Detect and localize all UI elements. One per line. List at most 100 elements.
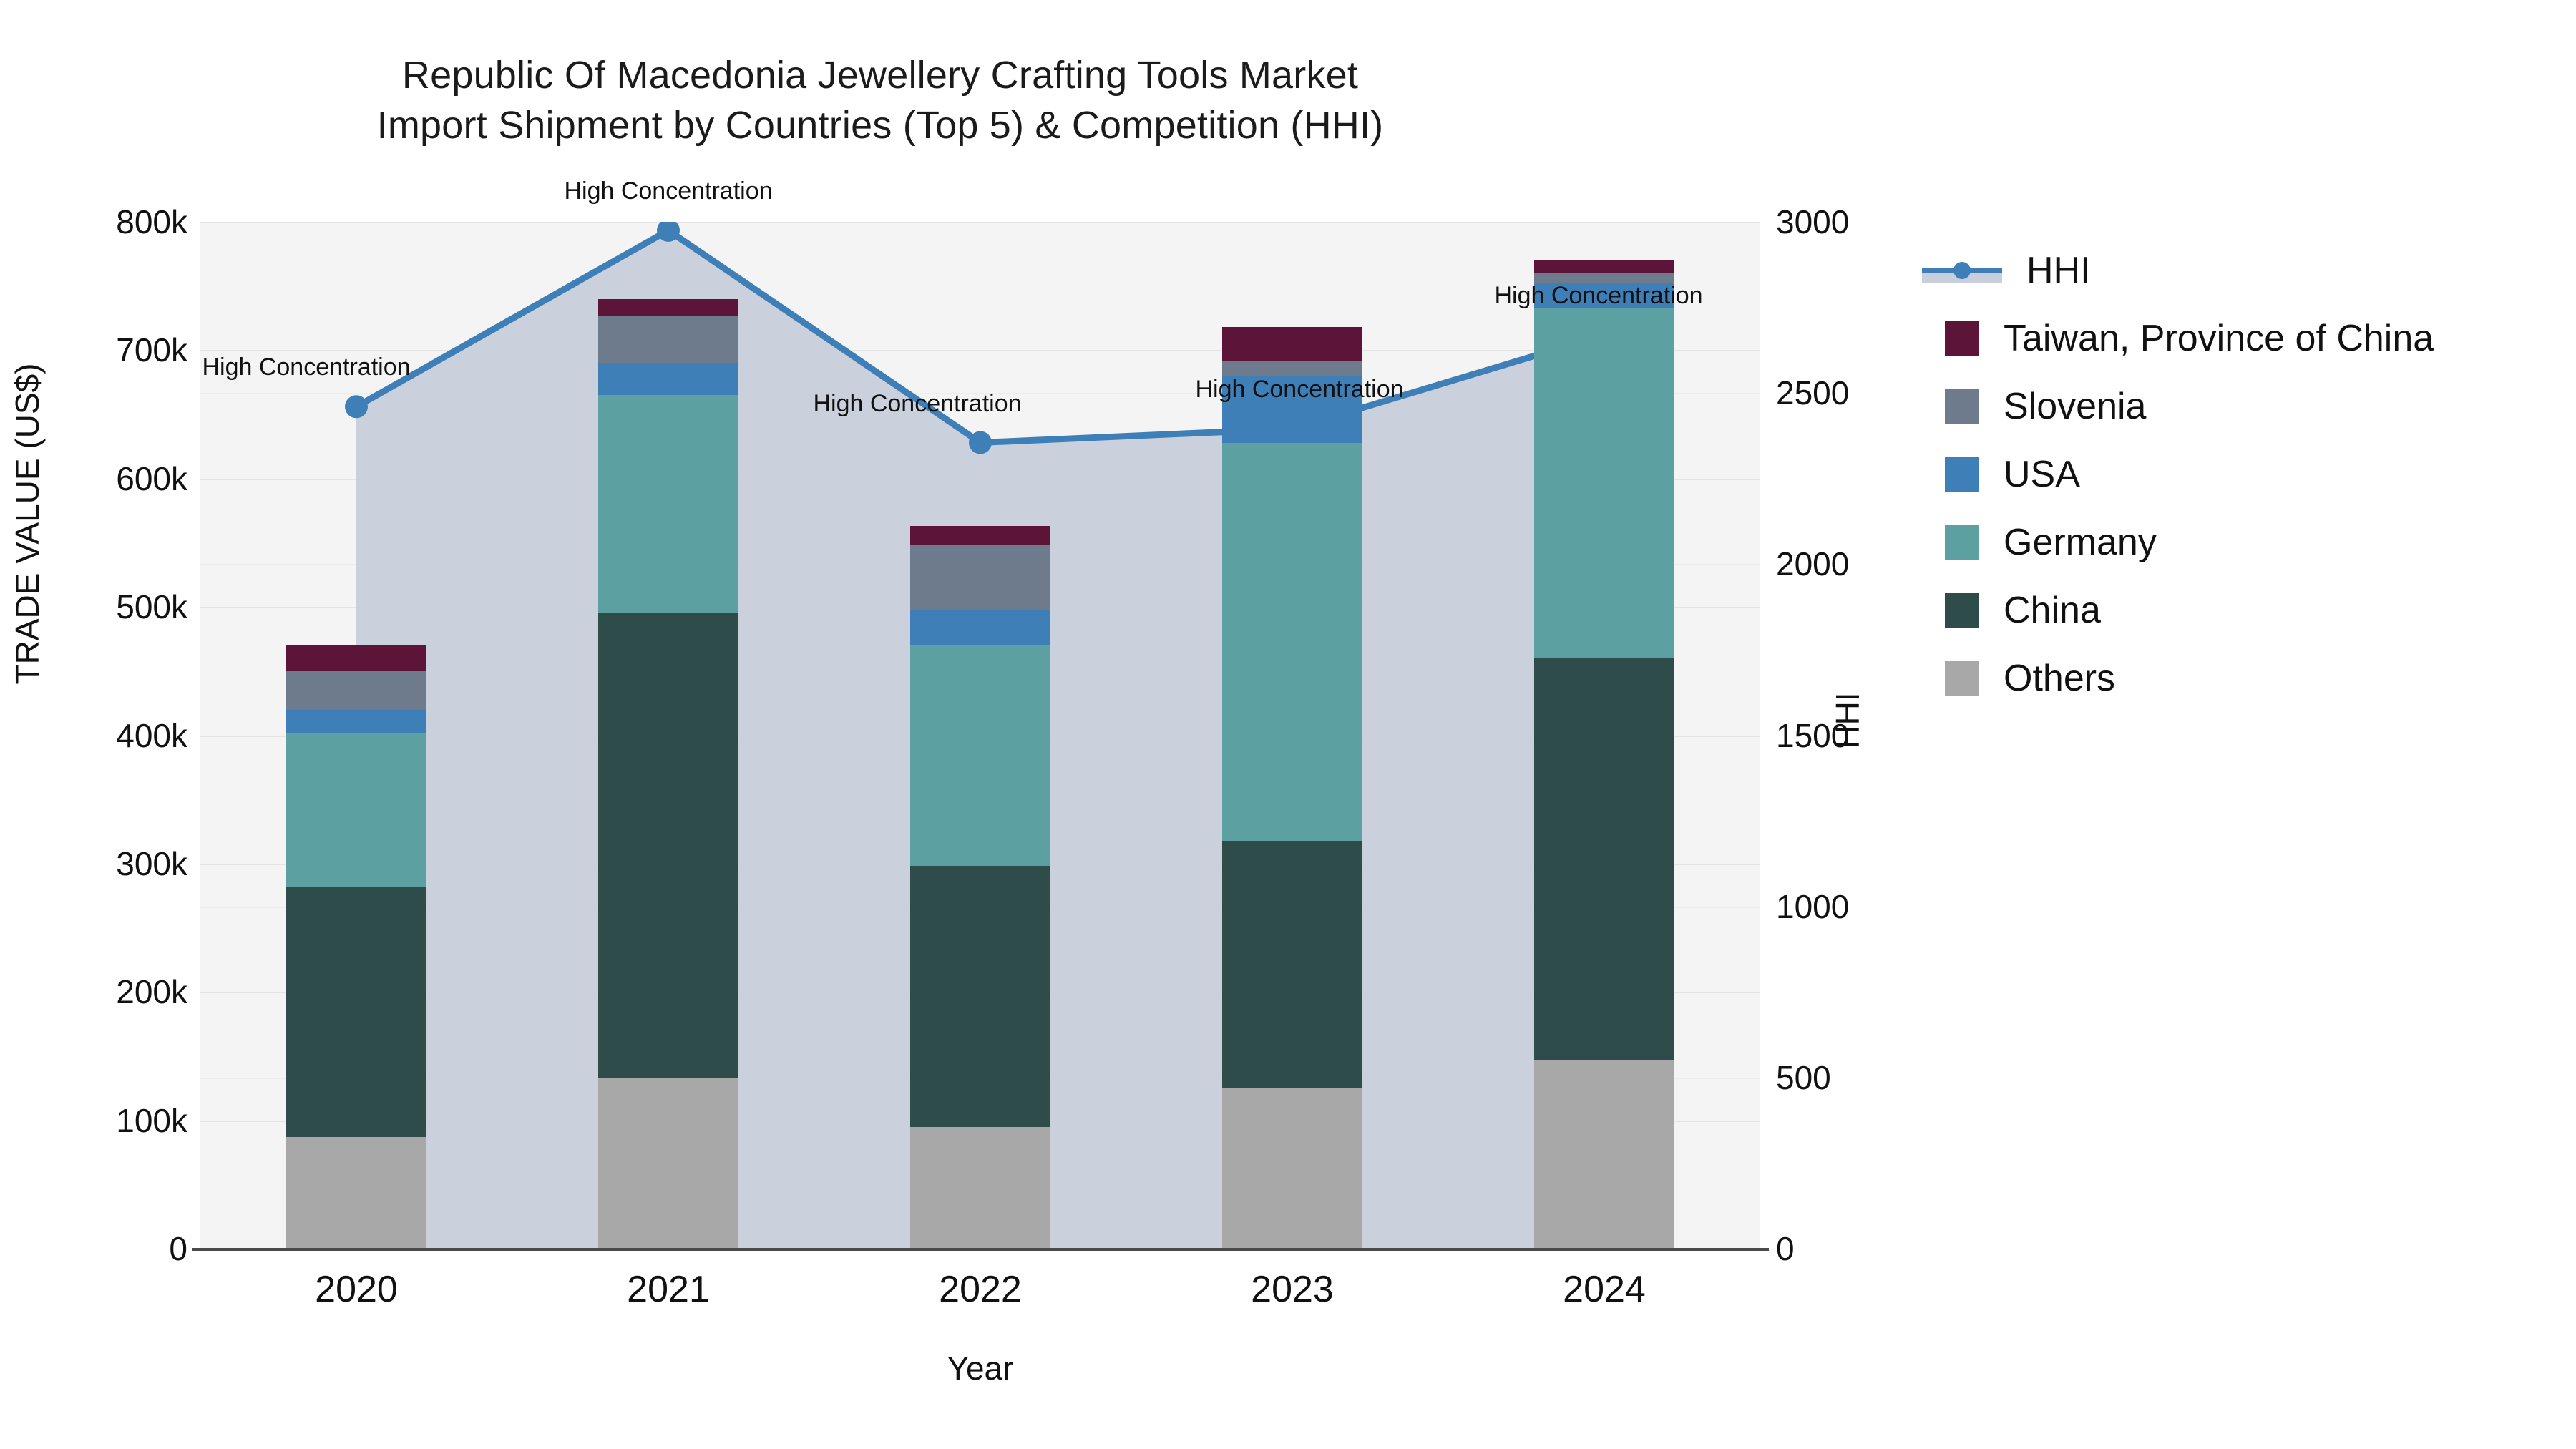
bar-segment-2021-germany[interactable] xyxy=(598,395,738,614)
plot-area: High Concentration High Concentration High… xyxy=(200,177,1760,1249)
y-axis-right-title: HHI xyxy=(1829,692,1866,749)
y-tick-right-2000: 2000 xyxy=(1776,545,1850,583)
bar-segment-2020-slovenia[interactable] xyxy=(286,670,426,710)
legend-swatch-taiwan-province-of-china xyxy=(1945,321,1979,356)
bar-segment-2020-others[interactable] xyxy=(286,1136,426,1249)
bar-segment-2023-china[interactable] xyxy=(1222,840,1362,1088)
y-tick-left-100k: 100k xyxy=(116,1101,187,1139)
annotation-high-concentration-2024: High Concentration xyxy=(1494,281,1703,309)
legend-label-slovenia: Slovenia xyxy=(2004,385,2147,427)
hhi-point-2022[interactable] xyxy=(969,431,992,454)
bar-segment-2023-slovenia[interactable] xyxy=(1222,360,1362,376)
bar-segment-2024-others[interactable] xyxy=(1534,1060,1674,1249)
chart-title-line-1: Republic Of Macedonia Jewellery Crafting… xyxy=(401,54,1359,97)
bar-segment-2024-germany[interactable] xyxy=(1534,308,1674,658)
bar-segment-2023-usa[interactable] xyxy=(1222,376,1362,443)
legend-item-germany[interactable]: Germany xyxy=(1945,508,2546,576)
hhi-point-2021[interactable] xyxy=(657,222,680,242)
legend-line-marker-icon xyxy=(1922,253,2002,288)
annotation-high-concentration-2023: High Concentration xyxy=(1195,376,1404,404)
bar-group-2023[interactable] xyxy=(1222,327,1362,1249)
legend-item-usa[interactable]: USA xyxy=(1945,440,2546,508)
bar-segment-2024-china[interactable] xyxy=(1534,658,1674,1060)
bar-segment-2024-slovenia[interactable] xyxy=(1534,273,1674,284)
y-tick-left-400k: 400k xyxy=(116,716,187,754)
legend-label-hhi: HHI xyxy=(2026,249,2091,291)
y-tick-right-2500: 2500 xyxy=(1776,374,1850,412)
y-axis-left: 0 100k 200k 300k 400k 500k 600k 700k 800k xyxy=(0,0,187,1449)
y-tick-left-600k: 600k xyxy=(116,459,187,497)
legend-label-china: China xyxy=(2004,589,2101,631)
bar-segment-2022-slovenia[interactable] xyxy=(910,545,1050,610)
annotation-high-concentration-2022: High Concentration xyxy=(813,389,1022,417)
y-axis-right: 0 500 1000 1500 2000 2500 3000 xyxy=(1776,0,1933,1449)
y-axis-left-title: TRADE VALUE (US$) xyxy=(9,363,46,685)
hhi-point-2020[interactable] xyxy=(345,395,368,419)
y-tick-right-1000: 1000 xyxy=(1776,887,1850,925)
y-tick-left-700k: 700k xyxy=(116,331,187,369)
y-tick-left-500k: 500k xyxy=(116,588,187,626)
bar-segment-2021-china[interactable] xyxy=(598,613,738,1078)
gridline xyxy=(200,222,1760,223)
y-tick-left-0: 0 xyxy=(169,1230,187,1267)
bar-group-2024[interactable] xyxy=(1534,260,1674,1249)
bar-segment-2024-taiwan-province-of-china[interactable] xyxy=(1534,260,1674,273)
y-tick-right-1500: 1500 xyxy=(1776,716,1850,754)
x-axis-title: Year xyxy=(947,1350,1014,1387)
bar-segment-2021-usa[interactable] xyxy=(598,363,738,396)
legend-label-taiwan-province-of-china: Taiwan, Province of China xyxy=(2004,317,2434,359)
y-tick-right-500: 500 xyxy=(1776,1058,1831,1096)
gridline xyxy=(200,478,1760,480)
bar-group-2020[interactable] xyxy=(286,645,426,1249)
bar-segment-2022-germany[interactable] xyxy=(910,645,1050,867)
legend-swatch-china xyxy=(1945,592,1979,628)
annotation-high-concentration-2021: High Concentration xyxy=(564,177,773,205)
bar-segment-2022-taiwan-province-of-china[interactable] xyxy=(910,526,1050,546)
bar-segment-2022-others[interactable] xyxy=(910,1126,1050,1249)
bar-segment-2022-china[interactable] xyxy=(910,866,1050,1127)
y-tick-left-300k: 300k xyxy=(116,844,187,882)
gridline xyxy=(200,350,1760,352)
plot-inner xyxy=(200,222,1760,1249)
bar-segment-2021-others[interactable] xyxy=(598,1078,738,1249)
legend-item-others[interactable]: Others xyxy=(1945,644,2546,712)
legend-item-taiwan-province-of-china[interactable]: Taiwan, Province of China xyxy=(1945,304,2546,372)
bar-segment-2024-usa[interactable] xyxy=(1534,283,1674,308)
legend-swatch-usa xyxy=(1945,457,1979,492)
bar-group-2021[interactable] xyxy=(598,298,738,1249)
chart-title-line-2: Import Shipment by Countries (Top 5) & C… xyxy=(376,104,1384,147)
bar-segment-2021-taiwan-province-of-china[interactable] xyxy=(598,298,738,316)
annotation-high-concentration-2020: High Concentration xyxy=(202,353,411,381)
chart-title: Republic Of Macedonia Jewellery Crafting… xyxy=(0,50,1760,150)
y-tick-right-3000: 3000 xyxy=(1776,203,1850,240)
legend-line-dot xyxy=(1953,261,1971,279)
legend-item-hhi[interactable]: HHI xyxy=(1922,236,2546,304)
legend-item-china[interactable]: China xyxy=(1945,576,2546,644)
x-tick-2022: 2022 xyxy=(939,1269,1022,1310)
y-tick-right-0: 0 xyxy=(1776,1230,1795,1267)
bar-segment-2022-usa[interactable] xyxy=(910,609,1050,645)
x-tick-2021: 2021 xyxy=(627,1269,710,1310)
legend-swatch-others xyxy=(1945,660,1979,696)
x-axis-line xyxy=(192,1248,1769,1251)
bar-group-2022[interactable] xyxy=(910,526,1050,1249)
x-tick-2024: 2024 xyxy=(1563,1269,1646,1310)
legend-swatch-germany xyxy=(1945,525,1979,560)
bar-segment-2023-germany[interactable] xyxy=(1222,442,1362,841)
bar-segment-2023-taiwan-province-of-china[interactable] xyxy=(1222,327,1362,361)
bar-segment-2020-taiwan-province-of-china[interactable] xyxy=(286,645,426,671)
legend-label-germany: Germany xyxy=(2004,521,2157,563)
x-tick-2023: 2023 xyxy=(1251,1269,1334,1310)
bar-segment-2023-others[interactable] xyxy=(1222,1088,1362,1249)
legend-item-slovenia[interactable]: Slovenia xyxy=(1945,372,2546,440)
bar-segment-2020-usa[interactable] xyxy=(286,709,426,733)
legend-label-others: Others xyxy=(2004,657,2116,699)
bar-segment-2020-china[interactable] xyxy=(286,887,426,1137)
bar-segment-2021-slovenia[interactable] xyxy=(598,315,738,364)
y-tick-left-200k: 200k xyxy=(116,973,187,1011)
legend-label-usa: USA xyxy=(2004,453,2080,495)
chart-legend: HHI Taiwan, Province of China Slovenia USA G… xyxy=(1922,236,2546,712)
x-tick-2020: 2020 xyxy=(315,1269,398,1310)
bar-segment-2020-germany[interactable] xyxy=(286,732,426,887)
